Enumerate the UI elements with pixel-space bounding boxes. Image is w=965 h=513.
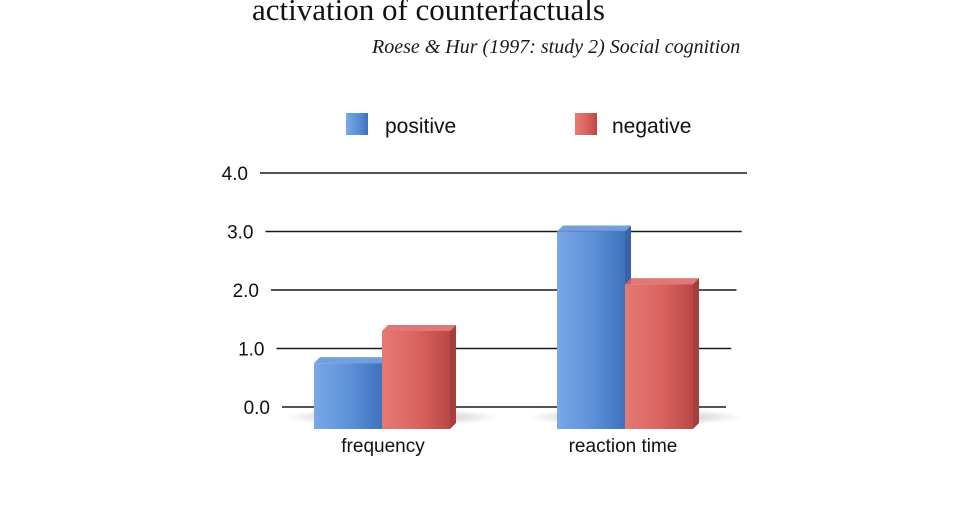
bar-top [382,324,456,331]
bar-negative-frequency [382,324,456,429]
y-tick-label: 4.0 [222,164,248,185]
x-category-label: frequency [341,436,425,457]
legend-label-positive: positive [385,115,456,138]
bar-front [625,284,693,429]
x-category-label: reaction time [569,436,678,457]
bar-top [314,357,388,364]
bar-top [557,225,631,232]
bar-front [314,363,382,429]
legend-item-positive: positive [346,113,456,138]
y-tick-label: 1.0 [238,340,264,361]
citation: Roese & Hur (1997: study 2) Social cogni… [372,36,741,58]
y-tick-label: 0.0 [244,398,270,419]
bar-positive-frequency [314,357,388,429]
x-axis-labels: frequency reaction time [341,436,677,457]
bar-front [382,330,450,429]
legend-label-negative: negative [612,115,691,138]
legend-swatch-positive [346,113,368,135]
slide-title: activation of counterfactuals [252,0,605,27]
legend-item-negative: negative [575,113,691,138]
y-tick-label: 2.0 [233,281,259,302]
y-axis-ticks: 0.0 1.0 2.0 3.0 4.0 [222,164,270,419]
bars [314,225,699,429]
y-tick-label: 3.0 [227,223,253,244]
bar-side [693,278,699,429]
bar-negative-reaction-time [625,278,699,429]
bar-side [450,324,456,429]
legend-swatch-negative [575,113,597,135]
bar-front [557,231,625,429]
bar-positive-reaction-time [557,225,631,429]
bar-top [625,278,699,285]
legend: positive negative [346,113,691,138]
